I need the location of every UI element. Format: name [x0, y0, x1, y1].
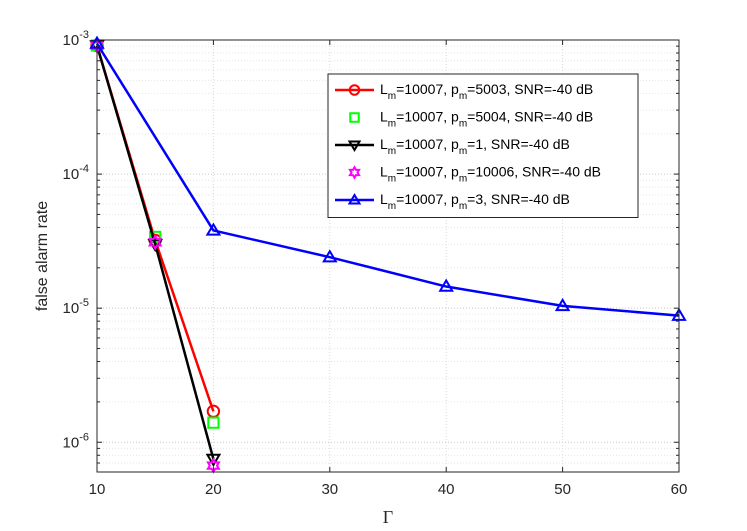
y-tick-label: 10-3: [63, 29, 89, 49]
series-5-point: [438, 278, 454, 292]
x-tick-label: 60: [671, 481, 688, 498]
legend-item: Lm=10007, pm=3, SNR=-40 dB: [335, 191, 570, 212]
series-5-line: [95, 42, 680, 317]
plot-frame: [96, 39, 680, 473]
x-tick-label: 50: [554, 481, 571, 498]
series-3-point: [205, 453, 222, 467]
series-layer: [89, 35, 687, 474]
x-tick-label: 30: [321, 481, 338, 498]
series-5-point: [554, 297, 571, 312]
legend-label: Lm=10007, pm=10006, SNR=-40 dB: [380, 164, 601, 185]
legend-label: Lm=10007, pm=1, SNR=-40 dB: [380, 136, 570, 157]
legend-box: [327, 73, 639, 218]
legend-marker: [348, 84, 361, 96]
legend-label: Lm=10007, pm=5003, SNR=-40 dB: [380, 81, 593, 102]
legend-label: Lm=10007, pm=5004, SNR=-40 dB: [380, 109, 593, 130]
axis-ticks: 10 20 30 40 50 60 10-6 10-5 10-4 10-3: [63, 29, 688, 498]
legend-label: Lm=10007, pm=3, SNR=-40 dB: [380, 191, 570, 212]
series-5-point: [205, 222, 222, 236]
y-tick-label: 10-5: [63, 297, 89, 317]
legend-marker: [349, 112, 360, 123]
series-5: [89, 35, 687, 321]
legend-item: Lm=10007, pm=10006, SNR=-40 dB: [348, 164, 601, 185]
legend-item: Lm=10007, pm=5004, SNR=-40 dB: [349, 109, 593, 130]
series-4-point: [147, 233, 163, 251]
legend-marker: [348, 165, 361, 180]
legend-item: Lm=10007, pm=5003, SNR=-40 dB: [335, 81, 593, 102]
legend-item: Lm=10007, pm=1, SNR=-40 dB: [335, 136, 570, 157]
y-axis-title: false alarm rate: [34, 201, 51, 311]
series-5-point: [322, 249, 338, 263]
series-2-point: [207, 416, 220, 429]
y-tick-label: 10-4: [63, 163, 89, 183]
legend: Lm=10007, pm=5003, SNR=-40 dB Lm=10007, p…: [327, 73, 639, 218]
y-tick-label: 10-6: [63, 431, 89, 451]
series-3-line: [95, 45, 215, 460]
x-axis-title: Γ: [383, 507, 393, 527]
x-tick-label: 10: [89, 481, 106, 498]
x-tick-label: 40: [438, 481, 455, 498]
legend-marker: [347, 193, 362, 205]
legend-marker: [347, 140, 362, 152]
x-tick-label: 20: [205, 481, 222, 498]
